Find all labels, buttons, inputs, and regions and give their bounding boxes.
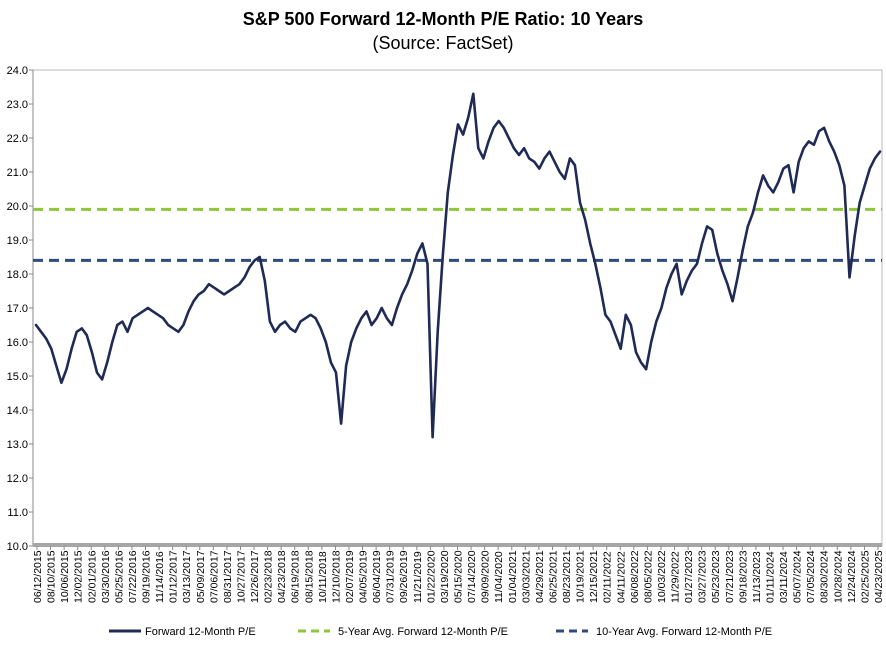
x-tick-label: 09/26/2019: [398, 550, 410, 603]
x-tick-label: 07/05/2024: [805, 550, 817, 603]
y-tick-label: 22.0: [7, 133, 28, 145]
x-tick-label: 03/11/2024: [778, 551, 790, 603]
x-tick-label: 10/03/2022: [656, 550, 668, 603]
y-tick-label: 18.0: [7, 269, 28, 281]
x-tick-label: 08/31/2017: [222, 550, 234, 603]
y-tick-label: 13.0: [7, 439, 28, 451]
x-tick-label: 07/21/2023: [724, 550, 736, 603]
x-tick-label: 11/14/2016: [154, 551, 166, 603]
x-tick-label: 03/19/2020: [439, 550, 451, 603]
x-tick-label: 06/04/2019: [371, 550, 383, 603]
y-tick-label: 20.0: [7, 201, 28, 213]
x-tick-label: 09/18/2023: [737, 550, 749, 603]
y-tick-label: 12.0: [7, 473, 28, 485]
x-tick-label: 04/11/2022: [615, 551, 627, 603]
x-tick-label: 10/11/2018: [317, 551, 329, 603]
legend-label-pe: Forward 12-Month P/E: [145, 626, 256, 638]
x-tick-label: 05/15/2020: [453, 550, 465, 603]
y-tick-label: 16.0: [7, 337, 28, 349]
x-tick-label: 04/05/2019: [358, 550, 370, 603]
legend-item-10yr: 10-Year Avg. Forward 12-Month P/E: [556, 626, 772, 638]
x-tick-label: 01/27/2023: [683, 550, 695, 603]
x-tick-label: 08/05/2022: [642, 550, 654, 603]
x-tick-label: 08/15/2018: [303, 550, 315, 603]
y-tick-label: 11.0: [7, 507, 28, 519]
x-tick-label: 07/06/2017: [208, 550, 220, 603]
x-tick-label: 10/27/2017: [235, 550, 247, 603]
x-tick-label: 12/26/2017: [249, 550, 261, 603]
x-tick-label: 02/11/2022: [602, 551, 614, 603]
legend-label-10yr: 10-Year Avg. Forward 12-Month P/E: [596, 626, 772, 638]
x-tick-label: 03/13/2017: [181, 550, 193, 603]
legend-item-pe: Forward 12-Month P/E: [109, 626, 256, 638]
x-tick-label: 02/07/2019: [344, 550, 356, 603]
y-tick-label: 14.0: [7, 405, 28, 417]
x-tick-label: 06/08/2022: [629, 550, 641, 603]
x-tick-label: 02/25/2025: [859, 550, 871, 603]
x-tick-label: 05/25/2016: [113, 550, 125, 603]
chart-subtitle: (Source: FactSet): [372, 33, 513, 53]
pe-ratio-line: [34, 92, 882, 439]
y-tick-label: 21.0: [7, 167, 28, 179]
y-tick-label: 15.0: [7, 371, 28, 383]
x-tick-label: 12/10/2018: [330, 550, 342, 603]
x-tick-label: 04/29/2021: [534, 550, 546, 603]
x-tick-label: 08/30/2024: [819, 550, 831, 603]
x-tick-label: 05/23/2023: [710, 550, 722, 603]
x-tick-label: 12/02/2015: [73, 550, 85, 603]
x-tick-label: 07/22/2016: [127, 550, 139, 603]
x-tick-label: 10/19/2021: [575, 550, 587, 603]
y-tick-label: 10.0: [7, 541, 28, 553]
x-tick-label: 01/04/2021: [507, 550, 519, 603]
x-tick-label: 09/19/2016: [141, 550, 153, 603]
x-tick-label: 07/14/2020: [466, 550, 478, 603]
x-tick-label: 06/25/2021: [547, 550, 559, 603]
average-lines: [33, 207, 882, 262]
x-tick-label: 05/07/2024: [792, 550, 804, 603]
x-tick-label: 10/06/2015: [59, 550, 71, 603]
x-tick-label: 03/03/2021: [520, 550, 532, 603]
x-tick-label: 11/29/2022: [670, 551, 682, 603]
x-tick-label: 11/21/2019: [412, 551, 424, 603]
x-tick-label: 07/31/2019: [385, 550, 397, 603]
x-tick-label: 02/01/2016: [86, 550, 98, 603]
x-tick-label: 03/30/2016: [100, 550, 112, 603]
x-tick-label: 05/09/2017: [195, 550, 207, 603]
x-tick-label: 04/23/2025: [873, 550, 885, 603]
x-tick-label: 01/22/2020: [425, 550, 437, 603]
y-tick-label: 17.0: [7, 303, 28, 315]
x-tick-label: 02/23/2018: [263, 550, 275, 603]
x-tick-label: 06/19/2018: [290, 550, 302, 603]
y-axis-ticks: 10.0 11.0 12.0 13.0 14.0 15.0 16.0 17.0 18.0 19.0…: [7, 65, 33, 553]
y-tick-label: 24.0: [7, 65, 28, 77]
x-tick-label: 08/23/2021: [561, 550, 573, 603]
series-group: [34, 92, 882, 439]
y-tick-label: 23.0: [7, 99, 28, 111]
y-tick-label: 19.0: [7, 235, 28, 247]
legend: Forward 12-Month P/E 5-Year Avg. Forward…: [109, 626, 772, 638]
x-tick-label: 11/13/2023: [751, 551, 763, 603]
x-tick-label: 08/10/2015: [46, 550, 58, 603]
x-tick-label: 12/24/2024: [846, 550, 858, 603]
x-axis-line: [33, 543, 882, 547]
x-tick-label: 03/27/2023: [697, 550, 709, 603]
x-axis-ticks: 06/12/2015 08/10/2015 10/06/2015 12/02/2015…: [32, 546, 885, 603]
x-tick-label: 04/23/2018: [276, 550, 288, 603]
x-tick-label: 12/15/2021: [588, 550, 600, 603]
plot-area: [32, 69, 883, 547]
x-tick-label: 09/09/2020: [480, 550, 492, 603]
x-tick-label: 11/04/2020: [493, 551, 505, 603]
x-tick-label: 01/11/2024: [764, 551, 776, 603]
chart-title: S&P 500 Forward 12-Month P/E Ratio: 10 Y…: [243, 9, 643, 29]
x-tick-label: 01/12/2017: [168, 550, 180, 603]
legend-item-5yr: 5-Year Avg. Forward 12-Month P/E: [298, 626, 508, 638]
x-tick-label: 06/12/2015: [32, 550, 44, 603]
legend-label-5yr: 5-Year Avg. Forward 12-Month P/E: [338, 626, 508, 638]
x-tick-label: 10/28/2024: [832, 550, 844, 603]
